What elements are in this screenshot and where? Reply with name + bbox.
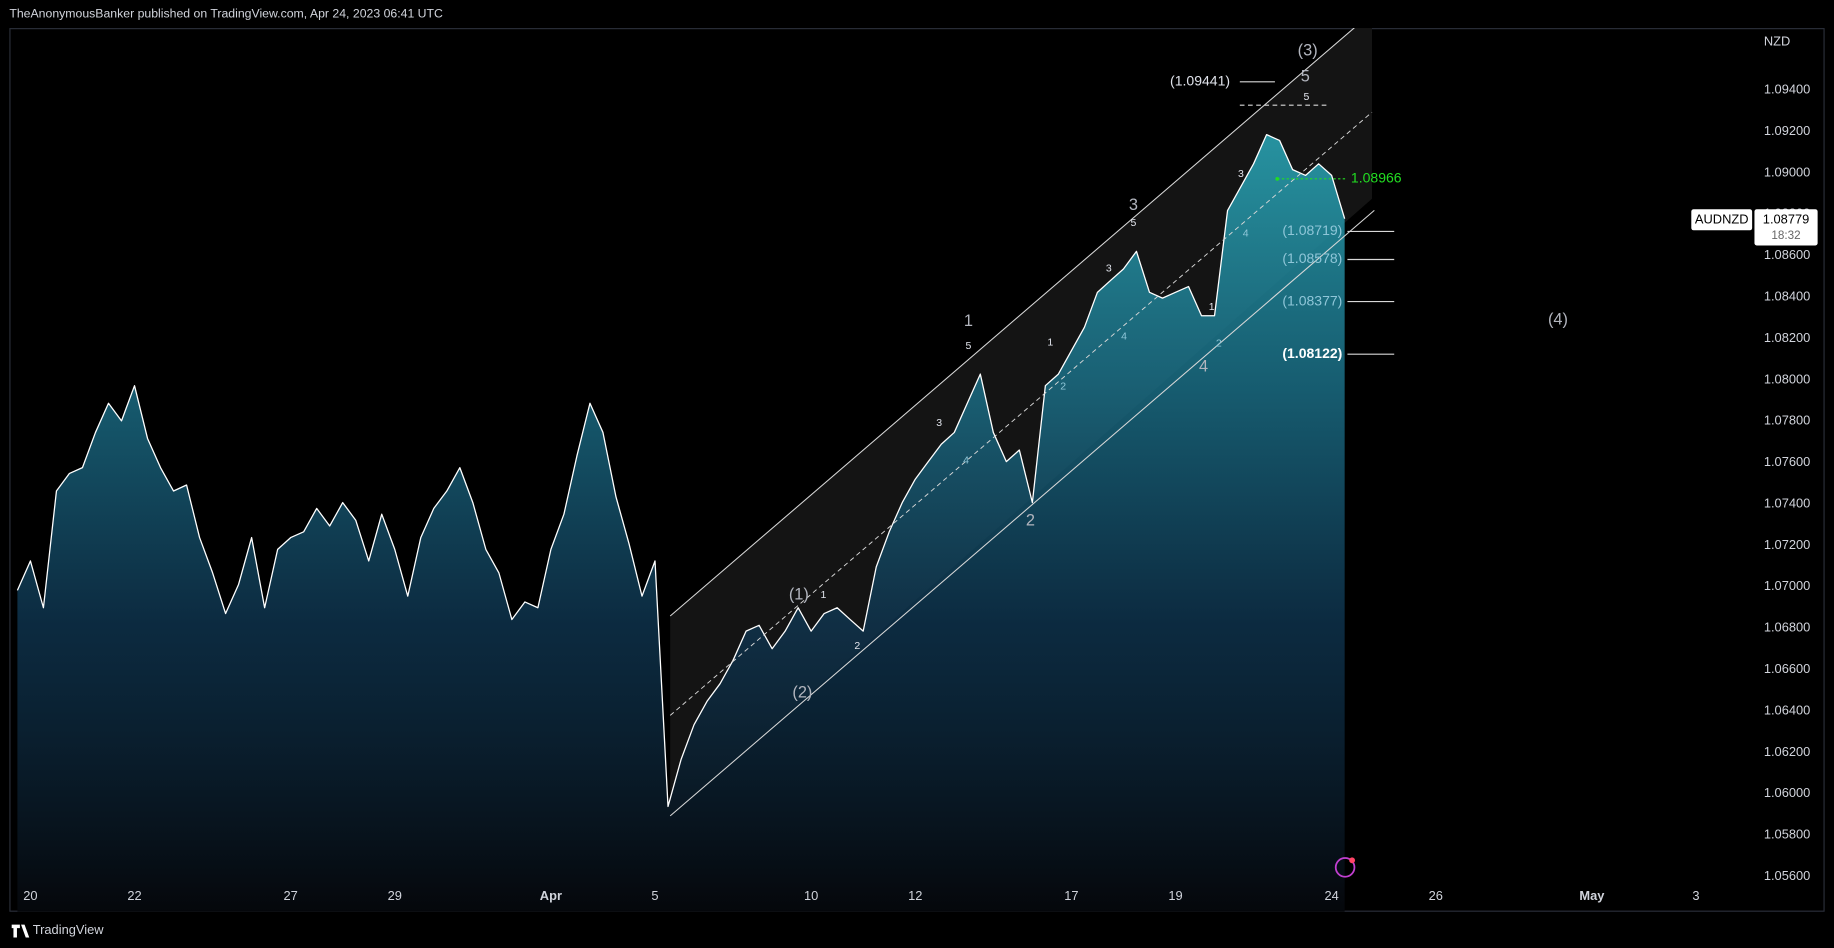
price-tag [1754, 209, 1818, 246]
x-tick-label: 26 [1429, 888, 1443, 903]
wave-label: 4 [1199, 357, 1208, 375]
wave-label: 1 [964, 312, 973, 330]
x-tick-label: 12 [908, 888, 922, 903]
x-tick-label: 10 [804, 888, 818, 903]
channel-mid [669, 111, 1373, 716]
wave-label: 1 [1047, 336, 1053, 348]
wave-label: (1.09441) [1170, 73, 1230, 89]
wave-label: 3 [1129, 196, 1138, 214]
wave-label: 4 [1121, 330, 1127, 342]
wave-label: 2 [854, 640, 860, 652]
event-dot [1349, 857, 1356, 864]
y-tick-label: 1.07000 [1764, 578, 1810, 593]
wave-label: (1) [789, 585, 809, 603]
y-tick-label: 1.08000 [1764, 371, 1810, 386]
y-tick-label: 1.09000 [1764, 164, 1810, 179]
wave-label: 3 [936, 417, 942, 429]
wave-label: 5 [1304, 91, 1310, 103]
x-tick-label: 3 [1692, 888, 1699, 903]
wave-label: 4 [963, 454, 969, 466]
x-tick-label: 27 [283, 888, 297, 903]
footer-bar [0, 916, 1834, 948]
y-tick-label: 1.05600 [1764, 868, 1810, 883]
wave-label: 1 [820, 589, 826, 601]
x-tick-label: 22 [127, 888, 141, 903]
y-tick-label: 1.08600 [1764, 247, 1810, 262]
y-tick-label: 1.07200 [1764, 537, 1810, 552]
wave-label: 5 [1130, 217, 1136, 229]
wave-label: 2 [1026, 512, 1035, 530]
symbol-tag [1691, 209, 1753, 231]
currency-label: NZD [1764, 33, 1790, 48]
wave-label: 4 [1243, 228, 1249, 240]
symbol-label: AUDNZD [1695, 212, 1749, 227]
y-tick-label: 1.08400 [1764, 288, 1810, 303]
wave-label: 5 [966, 340, 972, 352]
x-tick-label: 19 [1168, 888, 1182, 903]
y-tick-label: 1.06000 [1764, 785, 1810, 800]
wave-label: (3) [1298, 42, 1318, 60]
wave-label: (4) [1548, 311, 1568, 329]
channel-upper [669, 28, 1355, 617]
y-tick-label: 1.06400 [1764, 702, 1810, 717]
x-tick-label: 20 [23, 888, 37, 903]
annotations: (3) 5 5 (1.09441) 1.08966 3 5 (1.08719) (1.08578… [789, 42, 1568, 702]
wave-label: (1.08122) [1282, 345, 1342, 361]
y-tick-label: 1.06800 [1764, 620, 1810, 635]
wave-label: 2 [1060, 381, 1066, 393]
last-price: 1.08779 [1763, 212, 1809, 227]
wave-label: (1.08578) [1282, 250, 1342, 266]
y-tick-label: 1.08200 [1764, 330, 1810, 345]
y-tick-label: 1.07600 [1764, 454, 1810, 469]
price-line [16, 133, 1346, 808]
wave-label: 1 [1209, 301, 1215, 313]
publish-header: TheAnonymousBanker published on TradingV… [9, 6, 443, 20]
wave-label: 5 [1301, 67, 1310, 85]
y-tick-label: 1.05800 [1764, 827, 1810, 842]
x-tick-label: May [1579, 888, 1605, 903]
event-icon[interactable] [1334, 857, 1356, 878]
x-tick-label: 29 [388, 888, 402, 903]
wave-label: (2) [792, 684, 812, 702]
wave-label: 1.08966 [1351, 170, 1402, 186]
area-layer [16, 133, 1346, 912]
x-tick-label: 17 [1064, 888, 1078, 903]
area-fill [17, 134, 1345, 912]
x-tick-label: 24 [1324, 888, 1338, 903]
wave-label: 3 [1238, 168, 1244, 180]
wave-label: 2 [1216, 337, 1222, 349]
y-tick-label: 1.07400 [1764, 495, 1810, 510]
wave-label: (1.08719) [1282, 222, 1342, 238]
y-tick-label: 1.09400 [1764, 82, 1810, 97]
y-tick-label: 1.06600 [1764, 661, 1810, 676]
wave-label: (1.08377) [1282, 292, 1342, 308]
wave-label: 3 [1106, 263, 1112, 275]
axes: 1.05600 1.05800 1.06000 1.06200 1.06400 1.066… [23, 82, 1810, 903]
y-tick-label: 1.07800 [1764, 413, 1810, 428]
countdown: 18:32 [1771, 229, 1800, 242]
green-dot [1275, 176, 1280, 181]
y-tick-label: 1.06200 [1764, 744, 1810, 759]
channel-lower [669, 210, 1375, 817]
footer-brand: TradingView [33, 922, 104, 937]
y-tick-label: 1.09200 [1764, 123, 1810, 138]
plot: (3) 5 5 (1.09441) 1.08966 3 5 (1.08719) (1.08578… [16, 28, 1568, 912]
tv-logo [11, 924, 30, 938]
x-tick-label: 5 [651, 888, 658, 903]
x-tick-label: Apr [540, 888, 562, 903]
